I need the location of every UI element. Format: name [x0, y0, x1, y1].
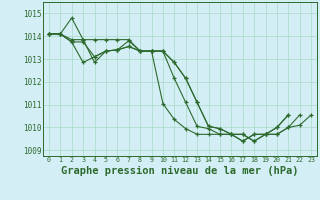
X-axis label: Graphe pression niveau de la mer (hPa): Graphe pression niveau de la mer (hPa) [61, 166, 299, 176]
